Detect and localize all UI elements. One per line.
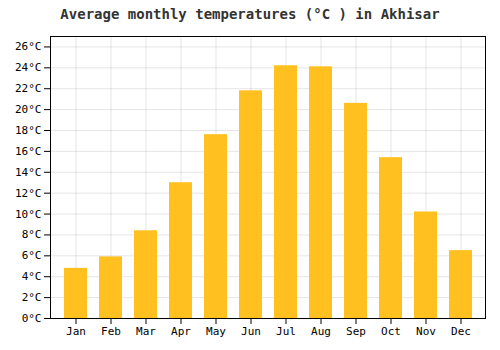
svg-text:20°C: 20°C bbox=[15, 103, 42, 116]
svg-text:Nov: Nov bbox=[416, 325, 436, 338]
svg-text:18°C: 18°C bbox=[15, 124, 42, 137]
svg-text:22°C: 22°C bbox=[15, 82, 42, 95]
svg-text:Jan: Jan bbox=[66, 325, 86, 338]
svg-text:16°C: 16°C bbox=[15, 145, 42, 158]
svg-text:Mar: Mar bbox=[136, 325, 156, 338]
svg-text:May: May bbox=[206, 325, 226, 338]
svg-text:24°C: 24°C bbox=[15, 61, 42, 74]
svg-text:12°C: 12°C bbox=[15, 187, 42, 200]
svg-text:8°C: 8°C bbox=[22, 228, 42, 241]
svg-text:26°C: 26°C bbox=[15, 40, 42, 53]
svg-text:4°C: 4°C bbox=[22, 270, 42, 283]
svg-text:2°C: 2°C bbox=[22, 291, 42, 304]
svg-text:Jun: Jun bbox=[241, 325, 261, 338]
svg-text:Aug: Aug bbox=[311, 325, 331, 338]
svg-text:Feb: Feb bbox=[101, 325, 121, 338]
svg-text:Apr: Apr bbox=[171, 325, 191, 338]
svg-text:Dec: Dec bbox=[451, 325, 471, 338]
svg-text:6°C: 6°C bbox=[22, 249, 42, 262]
svg-text:Oct: Oct bbox=[381, 325, 401, 338]
svg-text:Sep: Sep bbox=[346, 325, 366, 338]
svg-text:14°C: 14°C bbox=[15, 166, 42, 179]
html-text:Average monthly temperatures (: Average monthly temperatures (°C ) in Ak… bbox=[60, 6, 440, 22]
svg-text:Jul: Jul bbox=[276, 325, 296, 338]
svg-text:0°C: 0°C bbox=[22, 312, 42, 325]
svg-text:10°C: 10°C bbox=[15, 208, 42, 221]
